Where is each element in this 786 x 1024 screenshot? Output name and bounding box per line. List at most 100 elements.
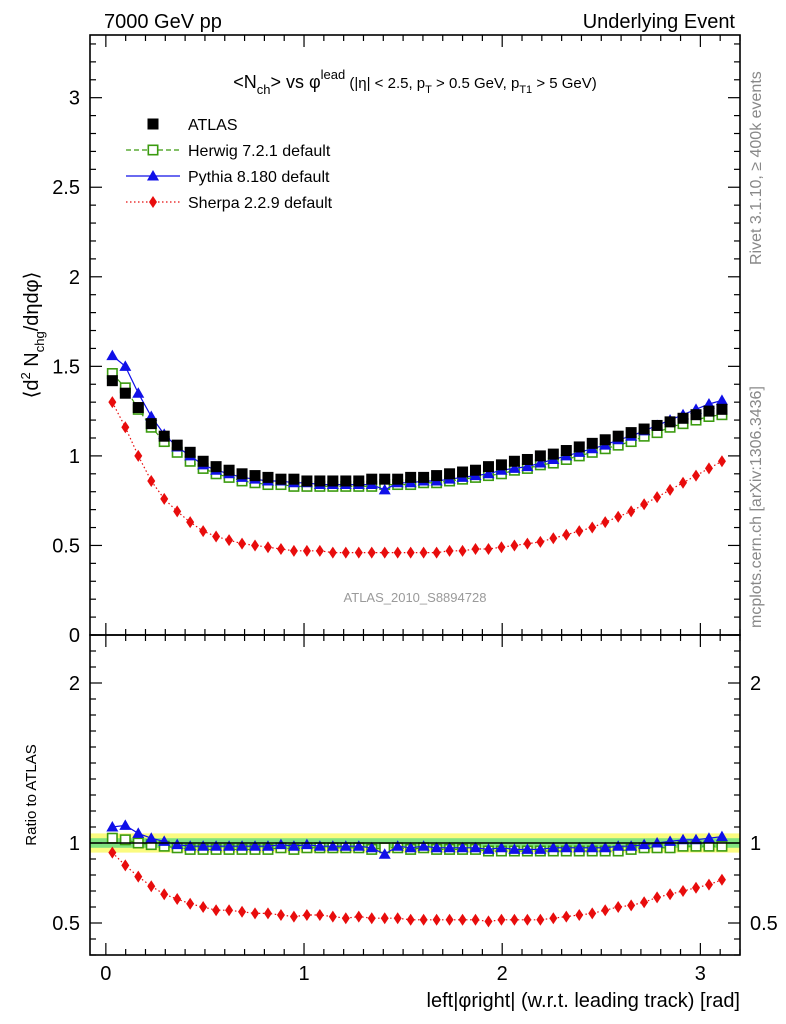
ratio-pythia-point [313,840,326,851]
ratio-pythia-point [677,833,690,845]
sherpa-point [523,537,532,550]
ratio-sherpa-point [679,885,688,897]
ratio-pythia-point [430,841,443,853]
ratio-y-tick-label-right: 1 [750,833,761,855]
ratio-sherpa-point [406,913,415,926]
atlas-point [119,387,131,399]
header-left: 7000 GeV pp [104,11,222,33]
atlas-point [171,439,183,451]
ratio-pythia-point [612,840,625,851]
ratio-sherpa-point [575,909,584,921]
ratio-sherpa-point [704,878,713,891]
atlas-point [210,461,222,473]
ratio-sherpa-point [328,910,337,923]
sherpa-point [406,546,415,559]
ratio-sherpa-point [289,910,298,923]
sherpa-point [315,544,324,557]
ratio-pythia-point [495,841,508,853]
ratio-sherpa-point [471,913,480,926]
atlas-point [288,473,300,485]
atlas-point [405,471,417,483]
ratio-herwig-point [106,832,118,844]
ratio-pythia-point [378,848,391,859]
ratio-pythia-point [119,819,132,830]
ratio-pythia-point [274,838,287,850]
ratio-sherpa-point [458,913,467,926]
ratio-y-tick-label: 1 [69,833,80,855]
ratio-pythia-point [456,841,469,853]
sherpa-point [679,476,688,489]
atlas-point [664,416,676,428]
axis-tick-labels: 0 1 2 3 0 0.5 1 1.5 2 2.5 3 0.5 0.5 1 1 2 2 [52,88,778,985]
sherpa-point [289,544,298,557]
atlas-point [677,412,689,424]
ratio-pythia-point [715,830,728,842]
pythia-point [534,457,547,468]
sherpa-point [186,516,195,529]
analysis-watermark: ATLAS_2010_S8894728 [344,590,487,605]
sherpa-point [367,546,376,559]
pythia-point [521,460,534,472]
y-tick-label: 1 [69,446,80,468]
atlas-point [431,470,443,482]
atlas-point [599,434,611,446]
title-n-sub: ch [257,82,271,97]
ratio-sherpa-point [432,913,441,926]
atlas-point [327,475,339,487]
ratio-sherpa-point [199,901,208,913]
atlas-point [560,445,572,457]
ratio-pythia-point [586,841,599,853]
legend-label-pythia: Pythia 8.180 default [188,169,330,186]
axis-ticks [90,35,741,956]
atlas-point [547,448,559,460]
ratio-pythia-point [547,841,560,853]
x-axis-label: left|φright| (w.r.t. leading track) [rad… [427,990,740,1012]
legend-label-atlas: ATLAS [188,117,238,134]
sherpa-point [108,396,117,409]
x-tick-label: 2 [497,963,508,985]
legend-marker-pythia [147,170,159,181]
sherpa-point [717,455,726,468]
ratio-pythia-point [352,840,365,851]
ratio-pythia-point [391,840,404,851]
ratio-sherpa-point [562,910,571,923]
atlas-point [314,475,326,487]
title-cut1: (|η| < 2.5, p [345,75,425,92]
ratio-sherpa-point [225,904,234,917]
atlas-point [495,459,507,471]
ratio-y-tick-label-right: 2 [750,673,761,695]
ratio-sherpa-series [108,846,726,928]
title-t1-sub: T1 [519,84,532,96]
sherpa-point [147,474,156,487]
ylabel-rest: /dηdφ⟩ [21,272,43,332]
legend: ATLAS Herwig 7.2.1 default Pythia 8.180 de… [126,117,333,212]
sherpa-point [173,505,182,518]
title-t-sub: T [425,84,432,96]
ratio-sherpa-point [121,859,130,872]
ratio-sherpa-point [108,846,117,859]
y-tick-label: 2 [69,267,80,289]
ratio-sherpa-point [536,913,545,926]
sherpa-point [536,535,545,548]
ratio-sherpa-point [147,880,156,893]
sherpa-point [199,525,208,538]
sherpa-point [302,544,311,557]
rivet-label: Rivet 3.1.10, ≥ 400k events [748,71,765,265]
ratio-sherpa-point [263,907,272,920]
ratio-sherpa-point [601,904,610,917]
ratio-pythia-point [469,841,482,853]
sherpa-point [614,510,623,523]
sherpa-point [510,539,519,552]
sherpa-point [354,546,363,559]
sherpa-point [627,505,636,518]
title-cut2: > 0.5 GeV, p [432,75,519,92]
ratio-sherpa-point [497,913,506,926]
sherpa-point [588,521,597,534]
ratio-sherpa-point [380,912,389,925]
atlas-point [236,468,248,480]
sherpa-point [640,498,649,511]
main-series-layer [106,349,728,559]
ratio-pythia-point [132,827,145,838]
ratio-y-tick-label: 0.5 [52,913,80,935]
legend-label-sherpa: Sherpa 2.2.9 default [188,195,333,212]
